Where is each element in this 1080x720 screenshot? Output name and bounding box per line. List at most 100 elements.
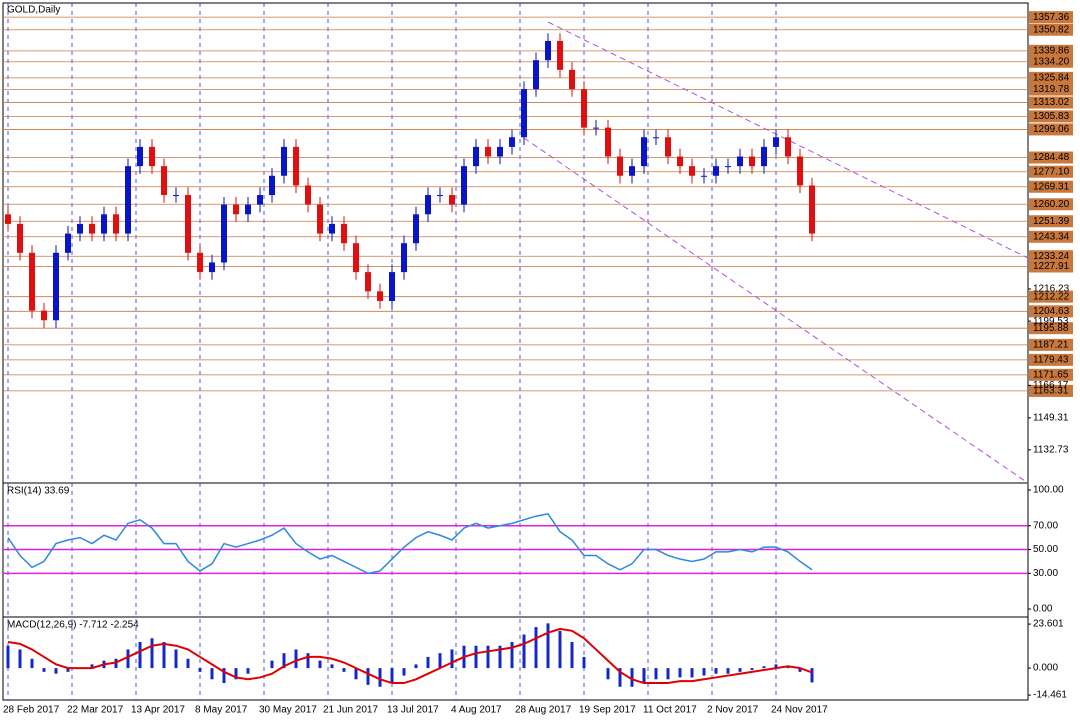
level-label-box <box>1029 384 1073 397</box>
candle-body <box>125 166 131 234</box>
macd-bar <box>678 668 682 678</box>
macd-bar <box>498 645 502 669</box>
macd-bar <box>474 645 478 669</box>
level-label: 1260.20 <box>1033 199 1070 210</box>
rsi-title: RSI(14) 33.69 <box>7 486 70 497</box>
candle-body <box>365 272 371 292</box>
level-label: 1204.63 <box>1033 306 1070 317</box>
candle-body <box>737 156 743 167</box>
macd-bar <box>690 668 694 678</box>
macd-bar <box>438 653 442 669</box>
macd-bar <box>186 658 190 669</box>
candle-body <box>569 69 575 90</box>
candle-body <box>425 195 431 215</box>
candle-body <box>761 146 767 167</box>
candle-body <box>545 40 551 61</box>
level-label-box <box>1029 368 1073 381</box>
macd-bar <box>282 653 286 669</box>
y-tick-label: 0.000 <box>1033 663 1058 674</box>
candle-body <box>509 137 515 147</box>
level-label: 1277.10 <box>1033 166 1070 177</box>
candle-body <box>341 223 347 244</box>
level-label-box <box>1029 23 1073 36</box>
level-label-box <box>1029 338 1073 351</box>
candle-body <box>29 252 35 311</box>
candle-body <box>185 195 191 253</box>
level-label-box <box>1029 123 1073 136</box>
candle-body <box>245 204 251 215</box>
macd-bar <box>30 658 34 669</box>
candle-body <box>413 214 419 244</box>
y-tick-label: -14.461 <box>1033 690 1067 701</box>
level-label: 1187.21 <box>1033 340 1069 351</box>
level-label-box <box>1029 83 1073 96</box>
candle-body <box>773 137 779 147</box>
macd-bar <box>606 668 610 680</box>
x-tick-label: 28 Feb 2017 <box>3 705 60 716</box>
level-label: 1305.83 <box>1033 111 1070 122</box>
y-tick-label: 1216.23 <box>1033 284 1070 295</box>
macd-bar <box>486 645 490 669</box>
candle-body <box>665 137 671 157</box>
macd-panel <box>2 616 1029 701</box>
macd-bar <box>138 641 142 669</box>
y-tick-label: 1166.17 <box>1033 380 1069 391</box>
level-label: 1212.22 <box>1033 291 1070 302</box>
x-tick-label: 13 Jul 2017 <box>387 705 439 716</box>
x-tick-label: 19 Sep 2017 <box>579 705 636 716</box>
trend-line <box>547 21 1029 259</box>
macd-bar <box>810 668 814 683</box>
macd-bar <box>414 664 418 669</box>
level-label-box <box>1029 198 1073 211</box>
macd-bar <box>18 649 22 669</box>
price-panel <box>2 2 1029 484</box>
x-tick-label: 30 May 2017 <box>259 705 317 716</box>
macd-bar <box>546 623 550 669</box>
candle-body <box>521 89 527 138</box>
x-tick-label: 22 Mar 2017 <box>67 705 124 716</box>
level-label-box <box>1029 305 1073 318</box>
candle-body <box>677 156 683 167</box>
candle-body <box>617 156 623 176</box>
candle-body <box>257 195 263 205</box>
chart-title: GOLD,Daily <box>7 5 60 16</box>
candle-body <box>557 40 563 70</box>
macd-bar <box>642 668 646 684</box>
macd-bar <box>54 668 58 674</box>
macd-bar <box>582 656 586 669</box>
macd-bar <box>162 641 166 669</box>
candle-body <box>77 223 83 234</box>
level-label: 1233.24 <box>1033 251 1070 262</box>
level-label: 1284.48 <box>1033 152 1070 163</box>
macd-bar <box>150 638 154 669</box>
level-label-box <box>1029 260 1073 273</box>
macd-bar <box>6 645 10 669</box>
candle-body <box>293 146 299 186</box>
x-tick-label: 21 Jun 2017 <box>323 705 378 716</box>
level-label-box <box>1029 230 1073 243</box>
macd-bar <box>342 668 346 672</box>
candle-body <box>389 272 395 301</box>
level-label-box <box>1029 250 1073 263</box>
macd-bar <box>450 649 454 669</box>
macd-bar <box>366 668 370 685</box>
y-tick-label: 30.00 <box>1033 568 1058 579</box>
macd-bar <box>270 660 274 669</box>
macd-bar <box>426 656 430 669</box>
candle-body <box>305 185 311 205</box>
candle-body <box>473 146 479 167</box>
macd-bar <box>330 664 334 669</box>
macd-bar <box>798 668 802 672</box>
macd-bar <box>210 668 214 680</box>
level-label-box <box>1029 165 1073 178</box>
signal-line <box>7 627 813 685</box>
macd-title: MACD(12,26,9) -7.712 -2.254 <box>7 620 139 631</box>
candle-body <box>785 137 791 157</box>
candle-body <box>629 166 635 176</box>
level-label: 1179.43 <box>1033 355 1069 366</box>
candle-body <box>65 233 71 253</box>
macd-bar <box>402 668 406 676</box>
macd-bar <box>174 649 178 669</box>
x-tick-label: 2 Nov 2017 <box>707 705 759 716</box>
